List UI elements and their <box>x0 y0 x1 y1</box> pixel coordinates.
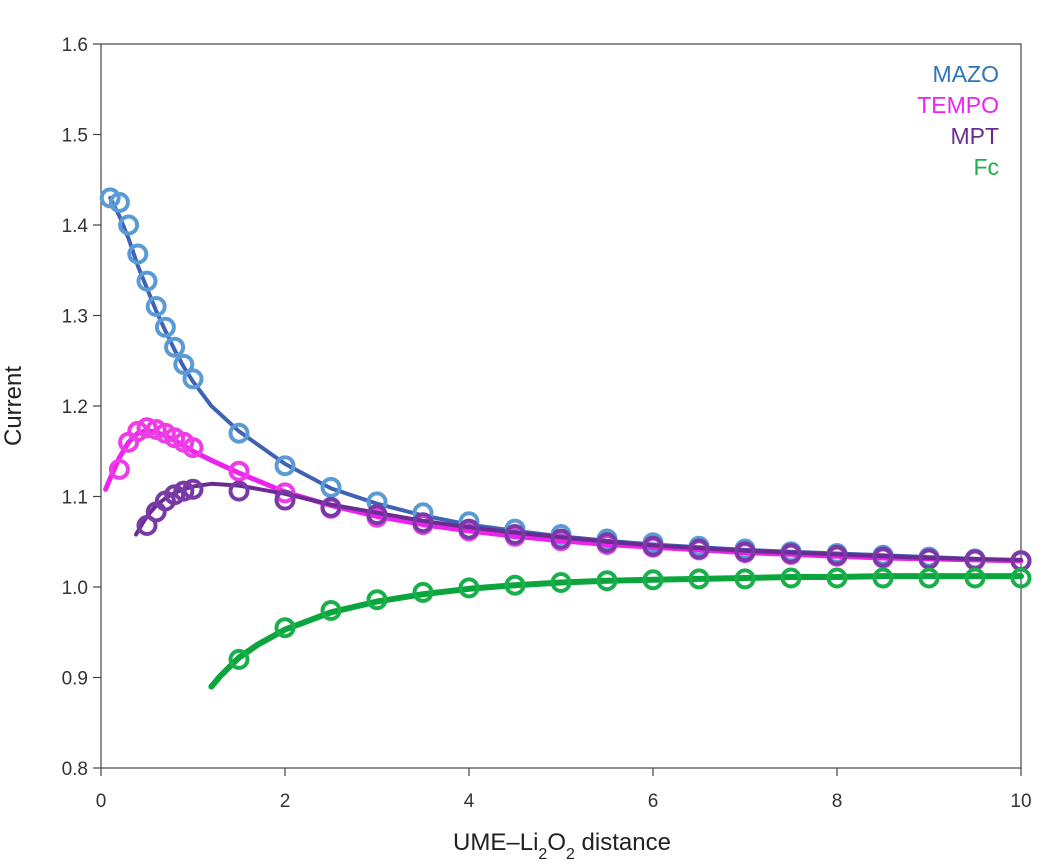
data-point <box>274 617 296 639</box>
series-line <box>108 195 1023 563</box>
series-line <box>134 481 1023 562</box>
legend-label-mpt: MPT <box>950 123 999 149</box>
legend-label-mazo: MAZO <box>933 61 999 87</box>
x-tick-label: 6 <box>648 791 659 812</box>
data-point <box>366 589 388 611</box>
y-tick-label: 1.6 <box>62 35 88 56</box>
data-point <box>136 515 158 536</box>
legend-label-fc: Fc <box>973 154 999 180</box>
x-axis-title-part: distance <box>575 829 671 856</box>
x-tick-label: 8 <box>832 791 843 812</box>
data-point <box>274 489 296 511</box>
data-point <box>412 512 434 534</box>
data-point <box>504 524 526 545</box>
series-line <box>103 427 1024 564</box>
data-point <box>320 496 342 518</box>
data-point <box>366 504 388 526</box>
data-point <box>688 538 710 560</box>
series-line <box>208 573 1024 690</box>
x-axis-title-part: 2 <box>566 846 575 863</box>
data-point <box>642 569 664 591</box>
y-tick-label: 1.4 <box>62 216 89 237</box>
y-axis-ticks: 0.8 0.9 1.0 1.1 1.2 1.3 1.4 1.5 1.6 <box>62 35 101 780</box>
data-point <box>320 600 342 621</box>
legend: MAZO TEMPO MPT Fc <box>917 61 999 180</box>
x-axis-title-part: UME–Li <box>453 829 538 856</box>
data-point <box>228 480 250 502</box>
data-point <box>688 568 710 590</box>
data-point <box>872 546 894 568</box>
y-tick-label: 1.1 <box>62 488 88 509</box>
data-point <box>596 570 618 592</box>
data-point <box>596 532 618 554</box>
data-point <box>458 518 480 540</box>
data-point <box>734 568 756 590</box>
data-point <box>826 544 848 566</box>
data-point <box>320 476 342 498</box>
series-mazo <box>99 187 1032 572</box>
y-tick-label: 1.3 <box>62 307 88 328</box>
data-point <box>412 581 434 603</box>
data-point <box>127 243 149 265</box>
data-point <box>642 535 664 557</box>
data-point <box>154 316 176 338</box>
data-point <box>118 214 140 236</box>
data-point <box>780 567 802 589</box>
data-point <box>780 543 802 564</box>
data-point <box>136 417 158 439</box>
x-axis-title: UME–Li2O2 distance <box>453 829 671 863</box>
y-axis-title: Current <box>0 366 27 446</box>
x-tick-label: 2 <box>280 791 291 812</box>
data-point <box>136 270 158 292</box>
x-tick-label: 0 <box>96 791 107 812</box>
x-tick-label: 4 <box>464 791 475 812</box>
y-tick-label: 1.2 <box>62 397 88 418</box>
x-axis-ticks: 0 2 4 6 8 10 <box>96 768 1032 812</box>
data-point <box>918 567 940 589</box>
data-point <box>173 480 195 502</box>
data-point <box>182 437 204 459</box>
y-tick-label: 0.8 <box>62 759 88 780</box>
x-axis-title-part: 2 <box>538 846 547 863</box>
series-fc <box>208 567 1032 690</box>
y-tick-label: 1.5 <box>62 126 88 147</box>
data-point <box>550 528 572 550</box>
data-point <box>826 567 848 589</box>
data-point <box>108 458 130 480</box>
x-tick-label: 10 <box>1010 791 1031 812</box>
data-point <box>228 460 250 482</box>
data-point <box>182 478 204 500</box>
data-point <box>182 368 204 390</box>
series-mpt <box>134 478 1032 572</box>
data-point <box>164 336 186 358</box>
data-point <box>1010 567 1032 589</box>
legend-label-tempo: TEMPO <box>917 92 999 118</box>
data-point <box>964 567 986 589</box>
y-tick-label: 1.0 <box>62 578 88 599</box>
data-point <box>228 422 250 444</box>
data-point <box>734 541 756 563</box>
x-axis-title-part: O <box>547 829 566 856</box>
data-point <box>458 577 480 599</box>
series-layer <box>99 187 1032 690</box>
data-point <box>918 548 940 570</box>
data-point <box>228 648 250 670</box>
data-point <box>108 191 130 213</box>
data-point <box>872 567 894 589</box>
data-point <box>550 572 572 593</box>
data-point <box>274 455 296 477</box>
data-point <box>504 574 526 596</box>
data-point <box>145 296 167 317</box>
data-point <box>173 353 195 375</box>
y-tick-label: 0.9 <box>62 669 88 690</box>
